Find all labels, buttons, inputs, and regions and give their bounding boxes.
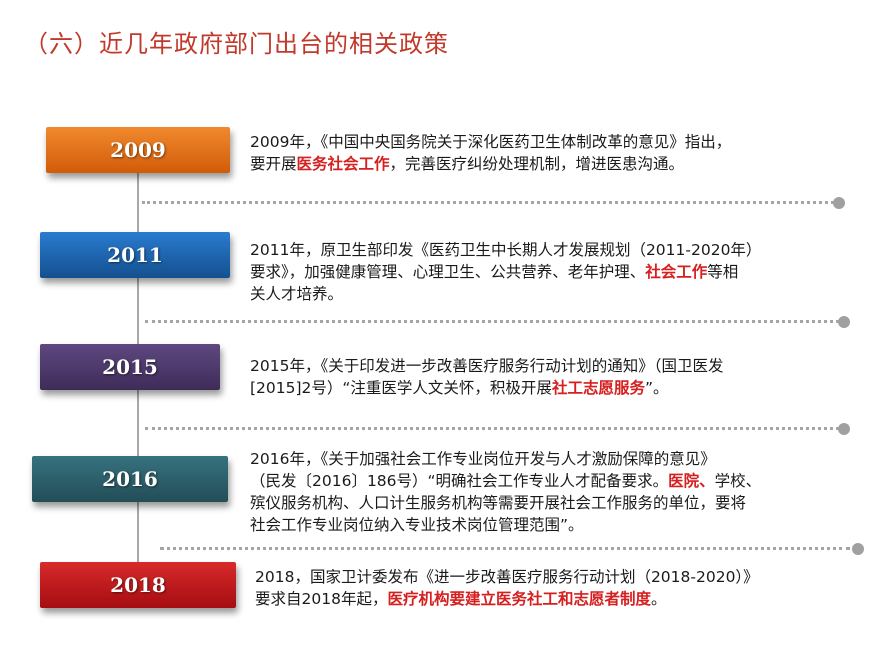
policy-2018-description: 2018，国家卫计委发布《进一步改善医疗服务行动计划（2018-2020）》 要求…	[255, 566, 759, 610]
description-text: 。	[650, 590, 667, 608]
year-label: 2009	[110, 138, 166, 162]
highlighted-text: 医务社会工作	[296, 155, 390, 173]
description-line: 要求自2018年起，医疗机构要建立医务社工和志愿者制度。	[255, 588, 759, 610]
description-line: 2009年，《中国中央国务院关于深化医药卫生体制改革的意见》指出，	[250, 131, 731, 153]
policy-2011-description: 2011年，原卫生部印发《医药卫生中长期人才发展规划（2011-2020年） 要求…	[250, 239, 761, 305]
policy-2016-description: 2016年，《关于加强社会工作专业岗位开发与人才激励保障的意见》 （民发〔2016…	[250, 448, 761, 536]
description-line: [2015]2号）“注重医学人文关怀，积极开展社工志愿服务”。	[250, 377, 723, 399]
description-line: 社会工作专业岗位纳入专业技术岗位管理范围”。	[250, 514, 761, 536]
separator-end-dot	[838, 316, 850, 328]
policy-2009-description: 2009年，《中国中央国务院关于深化医药卫生体制改革的意见》指出， 要开展医务社会…	[250, 131, 731, 175]
page-title: （六）近几年政府部门出台的相关政策	[24, 30, 449, 58]
description-text: 2018，国家卫计委发布《进一步改善医疗服务行动计划（2018-2020）》	[255, 568, 759, 586]
separator-dotted-line	[160, 547, 850, 550]
year-box-2009: 2009	[46, 127, 230, 173]
description-text: 学校、	[714, 472, 762, 490]
description-line: 2011年，原卫生部印发《医药卫生中长期人才发展规划（2011-2020年）	[250, 239, 761, 261]
year-box-2011: 2011	[40, 232, 230, 278]
highlighted-text: 社工志愿服务	[551, 379, 645, 397]
description-text: 殡仪服务机构、人口计生服务机构等需要开展社会工作服务的单位，要将	[250, 494, 747, 512]
policy-2015-description: 2015年，《关于印发进一步改善医疗服务行动计划的通知》（国卫医发 [2015]2…	[250, 355, 723, 399]
highlighted-text: 医院、	[668, 472, 715, 490]
year-box-2018: 2018	[40, 562, 236, 608]
highlighted-text: 社会工作	[645, 263, 708, 281]
description-line: 殡仪服务机构、人口计生服务机构等需要开展社会工作服务的单位，要将	[250, 492, 761, 514]
description-text: （民发〔2016〕186号）“明确社会工作专业人才配备要求。	[250, 472, 669, 490]
year-box-2015: 2015	[40, 344, 220, 390]
description-text: ，完善医疗纠纷处理机制，增进医患沟通。	[389, 155, 685, 173]
description-text: 2016年，《关于加强社会工作专业岗位开发与人才激励保障的意见》	[250, 450, 716, 468]
separator-end-dot	[838, 423, 850, 435]
description-text: [2015]2号）“注重医学人文关怀，积极开展	[250, 379, 552, 397]
year-label: 2016	[102, 467, 158, 491]
description-line: 2018，国家卫计委发布《进一步改善医疗服务行动计划（2018-2020）》	[255, 566, 759, 588]
description-text: 关人才培养。	[250, 285, 344, 303]
description-line: 2016年，《关于加强社会工作专业岗位开发与人才激励保障的意见》	[250, 448, 761, 470]
separator-dotted-line	[142, 201, 834, 204]
description-text: 要求》，加强健康管理、心理卫生、公共营养、老年护理、	[250, 263, 646, 281]
separator-end-dot	[833, 197, 845, 209]
description-line: 要求》，加强健康管理、心理卫生、公共营养、老年护理、社会工作等相	[250, 261, 761, 283]
description-text: 要开展	[250, 155, 297, 173]
description-text: 社会工作专业岗位纳入专业技术岗位管理范围”。	[250, 516, 584, 534]
description-text: 2009年，《中国中央国务院关于深化医药卫生体制改革的意见》指出，	[250, 133, 732, 151]
highlighted-text: 医疗机构要建立医务社工和志愿者制度	[387, 590, 651, 608]
description-text: 2011年，原卫生部印发《医药卫生中长期人才发展规划（2011-2020年）	[250, 241, 762, 259]
separator-dotted-line	[145, 427, 839, 430]
separator-end-dot	[852, 543, 864, 555]
description-line: 关人才培养。	[250, 283, 761, 305]
description-line: （民发〔2016〕186号）“明确社会工作专业人才配备要求。医院、学校、	[250, 470, 761, 492]
year-label: 2011	[107, 243, 163, 267]
year-box-2016: 2016	[32, 456, 228, 502]
year-label: 2015	[102, 355, 158, 379]
description-text: 2015年，《关于印发进一步改善医疗服务行动计划的通知》（国卫医发	[250, 357, 724, 375]
description-text: 要求自2018年起，	[255, 590, 388, 608]
separator-dotted-line	[145, 320, 839, 323]
description-text: 等相	[707, 263, 739, 281]
description-line: 要开展医务社会工作，完善医疗纠纷处理机制，增进医患沟通。	[250, 153, 731, 175]
year-label: 2018	[110, 573, 166, 597]
description-text: ”。	[644, 379, 669, 397]
description-line: 2015年，《关于印发进一步改善医疗服务行动计划的通知》（国卫医发	[250, 355, 723, 377]
